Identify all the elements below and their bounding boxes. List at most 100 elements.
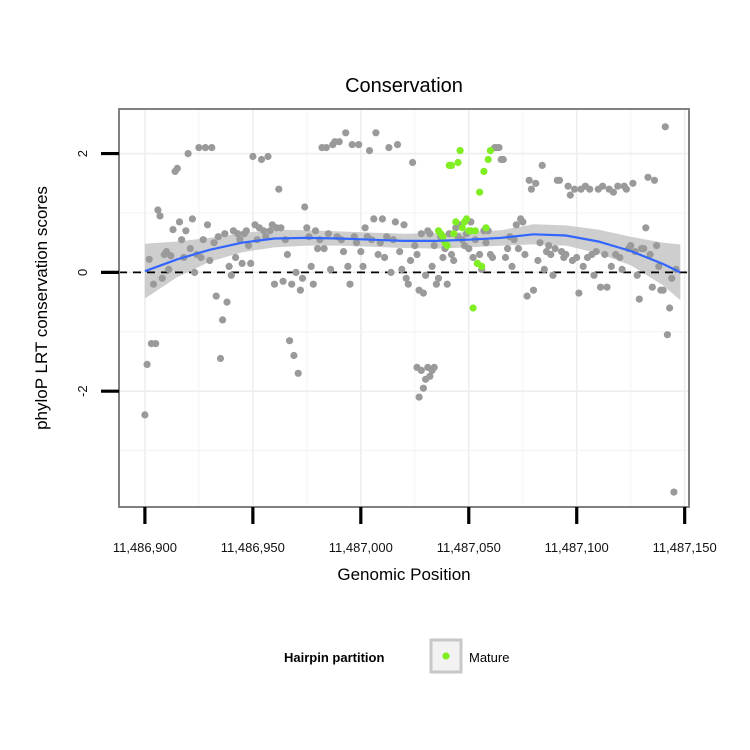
legend-key-mature	[442, 652, 450, 660]
mature-point	[458, 224, 466, 232]
background-point	[644, 173, 652, 181]
background-point	[149, 280, 158, 288]
mature-point	[486, 147, 494, 155]
background-point	[514, 245, 523, 253]
background-point	[661, 123, 669, 131]
background-point	[670, 488, 678, 496]
background-point	[555, 176, 564, 184]
background-point	[571, 185, 579, 193]
background-point	[294, 369, 302, 377]
background-point	[352, 239, 361, 247]
background-point	[186, 245, 194, 253]
background-point	[635, 295, 643, 303]
smooth-trend-line	[144, 233, 681, 274]
background-point	[378, 215, 386, 223]
background-point	[618, 265, 626, 273]
background-point	[257, 155, 266, 164]
background-point	[603, 283, 611, 291]
background-point	[601, 250, 609, 259]
background-point	[529, 286, 538, 294]
background-point	[428, 262, 436, 270]
background-point	[540, 265, 548, 273]
background-point	[167, 252, 175, 260]
background-point	[296, 286, 304, 294]
grid-lines	[119, 109, 689, 507]
background-point	[413, 250, 421, 259]
background-point	[596, 283, 605, 291]
background-point	[238, 259, 246, 267]
background-point	[288, 280, 296, 288]
background-point	[383, 233, 391, 241]
x-tick-label: 11,487,150	[653, 540, 717, 555]
x-tick-label: 11,487,050	[437, 540, 501, 555]
background-point	[439, 253, 447, 262]
plot-panel	[119, 109, 689, 507]
background-point	[385, 144, 393, 152]
x-tick-label: 11,487,000	[329, 540, 393, 555]
background-point	[504, 245, 512, 253]
background-point	[501, 253, 510, 262]
background-point	[286, 337, 294, 345]
background-point	[627, 242, 635, 250]
background-point	[234, 230, 242, 238]
background-point	[290, 351, 298, 360]
background-point	[283, 250, 291, 259]
background-point	[277, 224, 285, 232]
background-point	[417, 366, 425, 374]
background-point	[609, 188, 618, 196]
background-point	[309, 280, 317, 288]
background-point	[640, 245, 648, 253]
background-point	[411, 242, 419, 250]
background-point	[547, 250, 555, 259]
background-point	[590, 271, 598, 279]
background-point	[314, 245, 322, 253]
mature-point	[482, 224, 490, 232]
mature-point	[439, 233, 447, 241]
background-point	[197, 253, 205, 262]
background-point	[430, 363, 438, 371]
background-point	[642, 224, 650, 232]
background-point	[188, 215, 196, 223]
background-point	[322, 144, 330, 152]
background-point	[210, 239, 218, 247]
background-point	[305, 233, 313, 241]
legend-title: Hairpin partition	[284, 650, 384, 665]
background-point	[482, 239, 490, 247]
background-point	[419, 289, 427, 297]
background-point	[208, 144, 216, 152]
background-point	[663, 331, 672, 339]
background-point	[391, 218, 399, 226]
mature-point	[476, 188, 484, 196]
background-point	[249, 152, 257, 161]
plot-panel-border	[118, 108, 690, 508]
background-point	[476, 250, 484, 259]
background-point	[387, 268, 395, 276]
background-point	[223, 298, 231, 306]
legend-label-mature: Mature	[469, 650, 509, 665]
background-point	[666, 304, 674, 312]
background-point	[311, 227, 320, 235]
mature-point	[456, 147, 464, 155]
background-point	[292, 268, 300, 276]
background-point	[495, 144, 503, 152]
background-point	[655, 262, 663, 270]
background-point	[586, 185, 594, 193]
background-point	[212, 292, 220, 300]
background-point	[320, 245, 328, 253]
y-tick-label: 0	[75, 269, 90, 276]
background-point	[227, 271, 235, 279]
background-point	[426, 372, 434, 380]
background-point	[270, 280, 279, 288]
background-point	[158, 274, 166, 282]
background-point	[549, 271, 557, 279]
background-point	[232, 253, 240, 262]
background-point	[622, 185, 631, 193]
background-point	[512, 221, 520, 229]
background-point	[191, 268, 199, 276]
background-point	[264, 152, 272, 161]
background-point	[668, 274, 676, 282]
background-point	[629, 179, 637, 187]
background-point	[614, 182, 622, 190]
mature-point	[452, 218, 460, 226]
